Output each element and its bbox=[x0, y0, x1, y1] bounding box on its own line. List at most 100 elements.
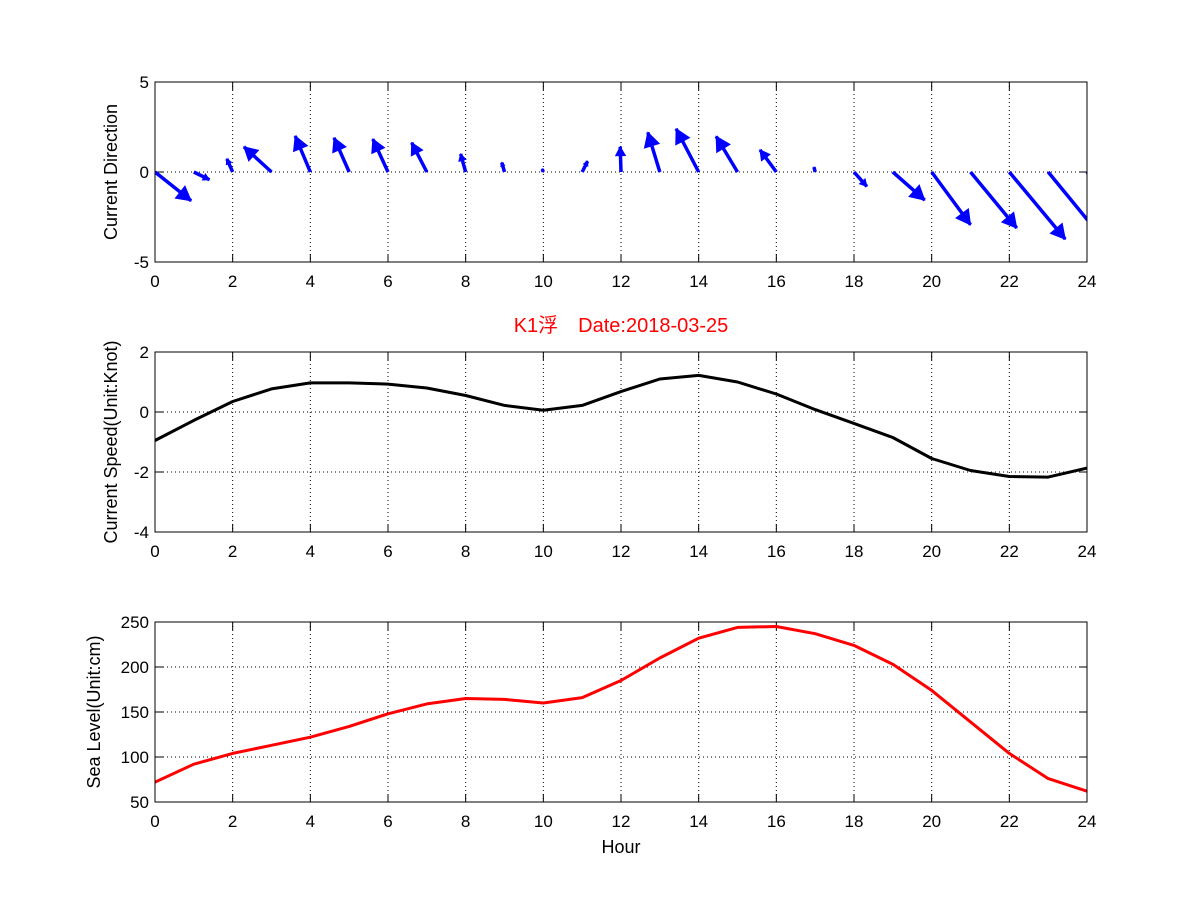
quiver-shaft bbox=[1007, 170, 1067, 241]
quiver-head bbox=[1090, 226, 1105, 242]
axes-frame bbox=[154, 351, 1088, 533]
quiver-head bbox=[675, 127, 691, 146]
x-tick-label: 20 bbox=[922, 812, 941, 831]
y-tick-label: 250 bbox=[121, 613, 149, 632]
quiver-arrow bbox=[891, 170, 926, 202]
x-tick-label: 12 bbox=[612, 812, 631, 831]
x-axis-label: Hour bbox=[601, 837, 640, 857]
y-tick-label: 0 bbox=[140, 403, 149, 422]
quiver-head bbox=[458, 153, 467, 162]
x-tick-label: 4 bbox=[306, 272, 315, 291]
quiver-head bbox=[614, 145, 627, 157]
x-tick-label: 16 bbox=[767, 542, 786, 561]
x-tick-label: 22 bbox=[1000, 812, 1019, 831]
x-tick-label: 14 bbox=[689, 542, 708, 561]
y-tick-label: -4 bbox=[134, 523, 149, 542]
quiver-arrow bbox=[580, 160, 590, 173]
quiver-head bbox=[332, 136, 347, 154]
x-tick-label: 10 bbox=[534, 542, 553, 561]
quiver-arrow bbox=[225, 157, 235, 173]
quiver-head bbox=[908, 184, 926, 201]
quiver-arrow bbox=[969, 170, 1019, 230]
quiver-arrow bbox=[1046, 170, 1105, 242]
quiver-head bbox=[858, 177, 868, 188]
x-tick-label: 22 bbox=[1000, 542, 1019, 561]
quiver-head bbox=[812, 166, 817, 170]
x-tick-label: 22 bbox=[1000, 272, 1019, 291]
quiver-arrow bbox=[812, 166, 817, 173]
x-tick-label: 4 bbox=[306, 542, 315, 561]
y-tick-label: 200 bbox=[121, 658, 149, 677]
quiver-head bbox=[1119, 219, 1134, 235]
quiver-arrow bbox=[540, 167, 545, 173]
quiver-head bbox=[759, 149, 771, 162]
y-tick-label: 5 bbox=[140, 73, 149, 92]
quiver-head bbox=[225, 157, 233, 166]
y-tick-label: -2 bbox=[134, 463, 149, 482]
quiver-head bbox=[541, 167, 545, 172]
quiver-arrow bbox=[292, 135, 312, 173]
x-tick-label: 24 bbox=[1078, 272, 1097, 291]
x-tick-label: 0 bbox=[150, 272, 159, 291]
x-tick-label: 12 bbox=[612, 542, 631, 561]
x-tick-label: 10 bbox=[534, 812, 553, 831]
quiver-head bbox=[410, 141, 424, 157]
quiver-head bbox=[643, 131, 661, 149]
x-tick-label: 10 bbox=[534, 272, 553, 291]
quiver-arrow bbox=[371, 138, 390, 173]
x-tick-label: 18 bbox=[845, 542, 864, 561]
quiver-arrow bbox=[643, 131, 662, 173]
x-tick-label: 6 bbox=[383, 272, 392, 291]
x-tick-label: 20 bbox=[922, 542, 941, 561]
quiver-head bbox=[371, 138, 386, 155]
y-tick-label: 2 bbox=[140, 343, 149, 362]
y-tick-label: 100 bbox=[121, 748, 149, 767]
quiver-arrow bbox=[930, 170, 972, 226]
x-tick-label: 16 bbox=[767, 272, 786, 291]
quiver-head bbox=[243, 146, 260, 162]
quiver-head bbox=[955, 207, 972, 226]
figure-title: K1浮 Date:2018-03-25 bbox=[514, 314, 729, 337]
x-tick-label: 8 bbox=[461, 812, 470, 831]
y-axis-label: Current Direction bbox=[101, 104, 121, 240]
quiver-head bbox=[1049, 222, 1066, 240]
plot-area-direction bbox=[155, 127, 1134, 242]
x-tick-label: 0 bbox=[150, 812, 159, 831]
quiver-arrow bbox=[155, 170, 193, 203]
quiver-head bbox=[582, 160, 589, 167]
x-tick-label: 20 bbox=[922, 272, 941, 291]
quiver-arrow bbox=[852, 170, 869, 188]
quiver-arrow bbox=[193, 170, 211, 182]
x-tick-label: 2 bbox=[228, 272, 237, 291]
series-line-speed bbox=[155, 373, 1087, 479]
quiver-arrow bbox=[1007, 170, 1067, 241]
quiver-arrow bbox=[458, 153, 468, 173]
x-tick-label: 8 bbox=[461, 542, 470, 561]
quiver-arrow bbox=[714, 135, 740, 173]
axes-frame bbox=[154, 81, 1088, 263]
x-tick-label: 18 bbox=[845, 272, 864, 291]
quiver-arrow bbox=[674, 127, 701, 173]
x-tick-label: 8 bbox=[461, 272, 470, 291]
quiver-head bbox=[715, 135, 731, 154]
y-axis-label: Current Speed(Unit:Knot) bbox=[101, 340, 121, 543]
plot-area-speed bbox=[155, 373, 1087, 479]
x-tick-label: 0 bbox=[150, 542, 159, 561]
quiver-head bbox=[500, 161, 506, 168]
y-axis-label: Sea Level(Unit:cm) bbox=[84, 635, 104, 788]
quiver-arrow bbox=[410, 141, 429, 173]
x-tick-label: 16 bbox=[767, 812, 786, 831]
x-tick-label: 2 bbox=[228, 542, 237, 561]
quiver-arrow bbox=[758, 148, 778, 174]
x-tick-label: 6 bbox=[383, 542, 392, 561]
y-tick-label: -5 bbox=[134, 253, 149, 272]
x-tick-label: 24 bbox=[1078, 542, 1097, 561]
quiver-arrow bbox=[1085, 172, 1134, 235]
y-tick-label: 150 bbox=[121, 703, 149, 722]
quiver-head bbox=[1000, 211, 1018, 229]
x-tick-label: 2 bbox=[228, 812, 237, 831]
x-tick-label: 14 bbox=[689, 812, 708, 831]
quiver-arrow bbox=[500, 161, 507, 173]
quiver-shaft bbox=[1046, 170, 1087, 223]
